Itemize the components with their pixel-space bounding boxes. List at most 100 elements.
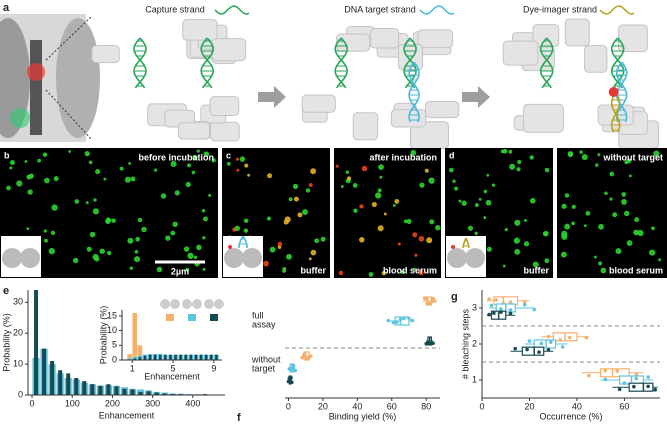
micrograph — [334, 148, 441, 278]
point — [499, 310, 503, 314]
emitter — [187, 252, 194, 259]
emitter — [119, 166, 124, 171]
emitter — [105, 218, 111, 225]
emitter — [153, 168, 158, 172]
box — [533, 339, 557, 349]
emitter — [93, 198, 97, 202]
arrow — [462, 86, 490, 108]
emitter — [474, 203, 479, 208]
emitter — [544, 167, 550, 173]
point — [622, 381, 627, 385]
point — [646, 375, 650, 379]
emitter — [523, 241, 530, 247]
histogram-bar — [154, 392, 159, 395]
emitter — [111, 218, 116, 223]
emitter — [564, 193, 570, 198]
origami-block — [211, 38, 247, 62]
emitter — [191, 170, 196, 175]
histogram-bar — [114, 386, 119, 395]
emitter — [26, 174, 32, 180]
emitter — [615, 248, 622, 255]
dye — [228, 245, 232, 249]
point — [546, 347, 551, 352]
emitter — [183, 246, 190, 252]
box — [628, 382, 654, 392]
histogram-bar — [199, 354, 203, 360]
emitter — [461, 200, 467, 206]
emitter — [529, 197, 536, 204]
emitter — [48, 247, 55, 255]
x-tick-label: 400 — [185, 398, 200, 408]
emitter — [361, 165, 368, 172]
emitter — [377, 225, 384, 232]
origami-block — [91, 45, 120, 64]
box — [521, 346, 545, 356]
helix-strand — [610, 37, 625, 89]
origami-block — [502, 40, 539, 66]
emitter — [529, 155, 534, 160]
emitter — [310, 249, 317, 256]
emitter — [454, 186, 459, 191]
helix-strand — [200, 37, 214, 89]
emitter — [595, 163, 599, 167]
emitter — [192, 154, 198, 161]
emitter — [134, 249, 139, 254]
point — [508, 308, 513, 312]
origami-pillar — [30, 40, 42, 135]
histogram-bar — [169, 354, 172, 360]
histogram-bar — [58, 370, 63, 395]
emitter — [359, 237, 365, 243]
emitter — [134, 256, 141, 263]
zoom-line — [45, 89, 93, 141]
caption: after incubation — [369, 152, 437, 162]
origami-block — [417, 29, 454, 48]
emitter — [403, 219, 408, 224]
emitter — [410, 149, 417, 156]
y-tick-label: 1 — [472, 374, 477, 384]
point — [293, 368, 298, 373]
emitter — [651, 226, 655, 231]
emitter — [320, 236, 326, 242]
emitter — [247, 173, 251, 177]
emitter — [86, 246, 92, 252]
histogram-bar — [174, 354, 177, 360]
emitter — [593, 255, 597, 259]
emitter — [185, 267, 190, 272]
emitter — [263, 260, 269, 267]
y-tick-label: 5 — [112, 340, 117, 350]
caption: buffer — [524, 265, 550, 275]
histogram-bar — [90, 384, 95, 395]
emitter — [419, 182, 425, 188]
origami-block — [584, 45, 608, 73]
caption: DNA target strand — [344, 4, 416, 14]
histogram-bar — [162, 393, 167, 395]
emitter — [53, 176, 59, 182]
emitter — [478, 197, 482, 201]
emitter — [483, 216, 487, 219]
emitter — [604, 191, 608, 196]
y-tick-label: 10 — [13, 358, 23, 368]
emitter — [84, 151, 90, 157]
emitter — [235, 157, 239, 161]
point — [300, 355, 305, 360]
emitter — [486, 246, 492, 252]
point — [634, 376, 639, 381]
antenna-icon — [192, 299, 202, 309]
helix-strand — [539, 37, 554, 89]
emitter — [406, 218, 412, 224]
color-key — [166, 314, 174, 321]
histogram-bar — [179, 354, 182, 360]
emitter — [44, 177, 50, 184]
histogram-bar — [215, 354, 218, 360]
x-tick-label: 60 — [619, 401, 629, 411]
emitter — [335, 164, 339, 168]
x-tick-label: 0 — [286, 401, 291, 411]
emitter — [448, 167, 454, 173]
origami-block — [564, 18, 590, 47]
x-axis-label: Occurrence (%) — [539, 411, 602, 421]
emitter — [378, 164, 384, 171]
histogram-bar — [82, 381, 87, 395]
histogram-bar — [146, 391, 151, 395]
emitter — [502, 264, 506, 268]
